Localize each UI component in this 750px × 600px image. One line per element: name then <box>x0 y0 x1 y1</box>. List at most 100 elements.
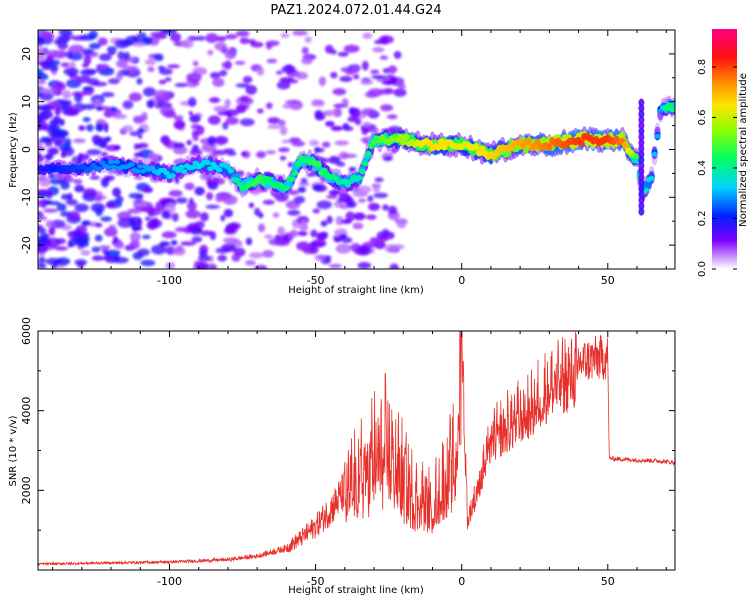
noise-blob <box>378 88 395 95</box>
noise-blob <box>185 209 201 219</box>
noise-blob <box>248 202 255 209</box>
noise-blob <box>267 124 282 129</box>
ridge-cell <box>227 168 235 174</box>
noise-blob <box>198 254 211 262</box>
noise-blob <box>314 254 327 261</box>
noise-blob <box>94 234 103 242</box>
ridge-cell <box>128 162 135 167</box>
noise-blob <box>276 70 283 75</box>
noise-blob <box>223 208 234 218</box>
noise-blob <box>184 182 195 191</box>
ridge-cell <box>265 176 273 182</box>
ridge-cell <box>426 139 433 147</box>
snr-series-line <box>38 331 675 567</box>
noise-blob <box>212 149 228 156</box>
noise-blob <box>361 60 369 71</box>
ridge-cell <box>525 138 533 146</box>
noise-blob <box>194 186 205 196</box>
noise-blob <box>265 42 273 50</box>
noise-blob <box>328 189 341 196</box>
ridge-cell <box>638 156 645 165</box>
noise-blob <box>38 47 45 53</box>
noise-blob <box>217 110 230 116</box>
noise-blob <box>268 238 281 246</box>
noise-blob <box>265 102 273 110</box>
noise-blob <box>314 146 321 154</box>
ridge-cell <box>397 133 404 140</box>
noise-blob <box>335 216 344 226</box>
y-tick-label: 2000 <box>20 476 33 504</box>
noise-blob <box>141 36 153 43</box>
ridge-cell <box>69 167 77 172</box>
noise-blob <box>142 87 156 97</box>
y-tick-label: -20 <box>20 236 33 254</box>
ridge-cell <box>291 170 299 176</box>
noise-blob <box>144 58 157 66</box>
noise-blob <box>262 199 275 205</box>
noise-blob <box>372 185 381 193</box>
noise-blob <box>224 226 236 234</box>
noise-blob <box>42 137 54 143</box>
noise-blob <box>114 241 125 250</box>
noise-blob <box>209 72 221 79</box>
noise-blob <box>159 106 175 117</box>
noise-blob <box>341 153 358 158</box>
noise-blob <box>387 65 398 74</box>
noise-blob <box>137 32 147 39</box>
noise-blob <box>54 106 61 116</box>
noise-blob <box>314 111 323 120</box>
noise-blob <box>219 69 228 77</box>
noise-blob <box>90 202 106 213</box>
noise-blob <box>82 220 92 226</box>
noise-blob <box>333 237 342 243</box>
noise-blob <box>45 257 61 266</box>
noise-blob <box>328 263 342 269</box>
noise-blob <box>61 193 70 201</box>
ridge-cell <box>224 164 232 170</box>
noise-blob <box>192 144 199 152</box>
noise-blob <box>82 117 91 122</box>
noise-blob <box>146 99 155 109</box>
noise-blob <box>297 186 307 193</box>
noise-blob <box>357 245 372 256</box>
colorbar-tick-label: 0.2 <box>697 211 708 227</box>
noise-blob <box>330 71 338 79</box>
noise-blob <box>354 118 362 126</box>
noise-blob <box>239 118 255 127</box>
noise-blob <box>361 108 376 116</box>
noise-blob <box>224 98 231 109</box>
noise-blob <box>231 253 241 262</box>
noise-blob <box>207 49 214 56</box>
noise-blob <box>49 178 64 185</box>
y-tick-label: 6000 <box>20 317 33 345</box>
ridge-cell <box>134 169 141 174</box>
ridge-cell <box>344 182 351 188</box>
noise-blob <box>282 103 294 109</box>
noise-blob <box>82 103 96 110</box>
noise-blob <box>38 61 46 66</box>
ridge-cell <box>137 163 144 169</box>
noise-blob <box>200 230 214 236</box>
ridge-cell <box>638 138 645 147</box>
noise-blob <box>298 181 310 187</box>
noise-blob <box>53 39 61 45</box>
ridge-cell <box>638 207 645 216</box>
noise-blob <box>137 217 143 228</box>
noise-blob <box>330 49 337 55</box>
noise-blob <box>95 106 104 111</box>
ridge-cell <box>283 185 290 191</box>
noise-blob <box>258 223 266 233</box>
noise-blob <box>122 65 139 71</box>
noise-blob <box>250 41 264 48</box>
ridge-cell <box>638 196 645 205</box>
colorbar-tick-label: 0.8 <box>697 59 708 75</box>
noise-blob <box>239 37 250 45</box>
noise-blob <box>280 32 290 39</box>
ridge-cell <box>362 161 369 167</box>
x-tick-label: -100 <box>157 274 182 287</box>
noise-blob <box>293 196 306 204</box>
noise-blob <box>360 79 374 85</box>
noise-blob <box>108 78 120 85</box>
noise-blob <box>368 202 381 211</box>
